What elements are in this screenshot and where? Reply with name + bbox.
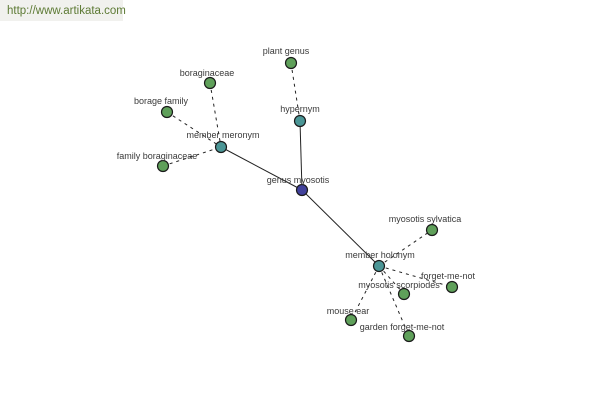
graph-node-hypernym[interactable]: hypernym — [280, 104, 320, 128]
graph-node-member-meronym[interactable]: member meronym — [186, 130, 260, 154]
plant-genus-node[interactable] — [284, 56, 298, 70]
url-bar: http://www.artikata.com — [0, 0, 126, 21]
edge-member-meronym-genus-myosotis — [220, 146, 303, 191]
member-meronym-node[interactable] — [214, 140, 228, 154]
graph-node-borage-family[interactable]: borage family — [134, 96, 189, 119]
borage-family-node[interactable] — [160, 105, 174, 119]
edge-member-holonym-garden-forget-me-not — [378, 265, 410, 337]
myosotis-sylvatica-label[interactable]: myosotis sylvatica — [389, 214, 462, 224]
edge-member-holonym-mouse-ear — [350, 265, 380, 321]
graph-node-member-holonym[interactable]: member holonym — [345, 250, 415, 273]
mouse-ear-label[interactable]: mouse ear — [327, 306, 370, 316]
myosotis-scorpiodes-node[interactable] — [397, 287, 411, 301]
genus-myosotis-node[interactable] — [295, 183, 309, 197]
graph-node-mouse-ear[interactable]: mouse ear — [327, 306, 370, 327]
garden-forget-me-not-label[interactable]: garden forget-me-not — [360, 322, 445, 332]
mouse-ear-node[interactable] — [344, 313, 358, 327]
garden-forget-me-not-node[interactable] — [402, 329, 416, 343]
borage-family-label[interactable]: borage family — [134, 96, 189, 106]
edge-family-boraginaceae-member-meronym — [162, 146, 222, 167]
graph-node-garden-forget-me-not[interactable]: garden forget-me-not — [360, 322, 445, 343]
graph-node-myosotis-sylvatica[interactable]: myosotis sylvatica — [389, 214, 462, 237]
hypernym-node[interactable] — [293, 114, 307, 128]
member-holonym-label[interactable]: member holonym — [345, 250, 415, 260]
graph-node-family-boraginaceae[interactable]: family boraginaceae — [117, 151, 198, 173]
member-holonym-node[interactable] — [372, 259, 386, 273]
hypernym-label[interactable]: hypernym — [280, 104, 320, 114]
family-boraginaceae-label[interactable]: family boraginaceae — [117, 151, 198, 161]
forget-me-not-node[interactable] — [445, 280, 459, 294]
url-text: http://www.artikata.com — [7, 4, 126, 17]
edge-genus-myosotis-member-holonym — [301, 189, 380, 267]
graph-node-boraginaceae[interactable]: boraginaceae — [180, 68, 235, 90]
plant-genus-label[interactable]: plant genus — [263, 46, 310, 56]
family-boraginaceae-node[interactable] — [156, 159, 170, 173]
genus-myosotis-label[interactable]: genus myosotis — [267, 175, 330, 185]
edge-hypernym-genus-myosotis — [299, 120, 303, 191]
graph-node-plant-genus[interactable]: plant genus — [263, 46, 310, 70]
boraginaceae-node[interactable] — [203, 76, 217, 90]
myosotis-scorpiodes-label[interactable]: myosotis scorpiodes — [358, 280, 440, 290]
graph-node-forget-me-not[interactable]: forget-me-not — [421, 271, 476, 294]
edge-member-holonym-forget-me-not — [378, 265, 453, 288]
forget-me-not-label[interactable]: forget-me-not — [421, 271, 476, 281]
myosotis-sylvatica-node[interactable] — [425, 223, 439, 237]
member-meronym-label[interactable]: member meronym — [186, 130, 259, 140]
graph-node-myosotis-scorpiodes[interactable]: myosotis scorpiodes — [358, 280, 440, 301]
boraginaceae-label[interactable]: boraginaceae — [180, 68, 235, 78]
edge-plant-genus-hypernym — [290, 62, 301, 122]
edge-member-holonym-myosotis-sylvatica — [378, 229, 433, 267]
graph-node-genus-myosotis[interactable]: genus myosotis — [267, 175, 330, 197]
